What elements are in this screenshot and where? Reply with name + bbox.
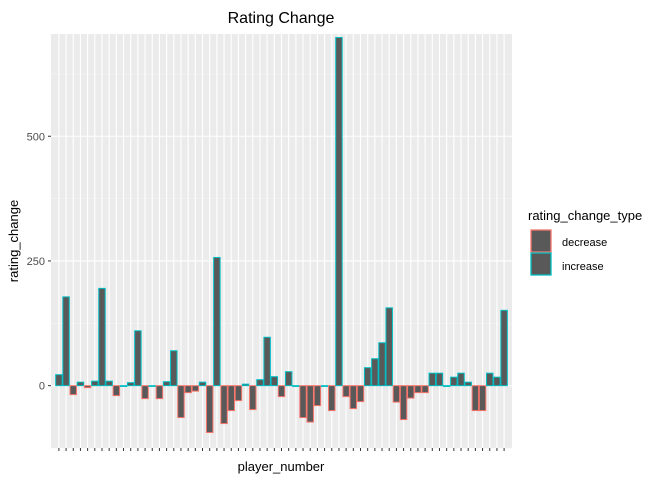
bar	[249, 385, 257, 411]
bar	[371, 358, 379, 387]
bar	[349, 385, 358, 410]
bar	[399, 385, 408, 421]
bar	[227, 385, 235, 412]
bar	[328, 385, 336, 412]
bar	[220, 385, 228, 425]
bar	[363, 367, 372, 387]
bar	[486, 372, 494, 387]
bar	[292, 385, 300, 387]
bar	[98, 287, 106, 387]
y-axis-label: rating_change	[6, 200, 21, 282]
axes: 0 250 500	[27, 131, 505, 451]
bar	[155, 385, 164, 400]
bar	[313, 385, 322, 407]
bar	[428, 372, 437, 387]
bar	[241, 383, 250, 387]
bar	[378, 342, 386, 387]
bar	[342, 385, 350, 398]
y-tick-label: 250	[27, 256, 45, 268]
bar	[126, 382, 135, 387]
bar	[306, 385, 314, 423]
bar	[177, 385, 185, 419]
legend-title: rating_change_type	[528, 208, 642, 223]
bar	[112, 385, 121, 397]
bar	[493, 376, 501, 387]
bar	[500, 309, 508, 387]
bar	[277, 385, 286, 398]
x-axis-label: player_number	[238, 459, 325, 474]
bar	[457, 372, 465, 387]
y-tick-label: 0	[39, 381, 45, 393]
bar	[134, 330, 142, 387]
bar	[263, 336, 271, 387]
bar	[205, 385, 214, 434]
chart-title: Rating Change	[228, 10, 335, 27]
bar	[442, 385, 451, 387]
legend-label-decrease: decrease	[562, 237, 607, 249]
bar	[284, 371, 293, 387]
legend-key-increase	[530, 252, 552, 276]
bars	[55, 36, 508, 434]
bar	[141, 385, 149, 400]
bar	[392, 385, 401, 403]
bar	[76, 381, 85, 387]
bar	[478, 385, 487, 412]
bar	[91, 380, 99, 387]
bar	[270, 376, 279, 387]
bar	[256, 379, 264, 387]
bar	[335, 36, 343, 387]
legend-label-increase: increase	[562, 261, 604, 273]
bar	[450, 376, 458, 387]
legend-key-decrease	[530, 229, 552, 253]
bar	[435, 372, 444, 387]
bar	[170, 350, 178, 387]
bar	[105, 380, 113, 387]
y-tick-label: 500	[27, 131, 45, 143]
bar	[69, 385, 77, 396]
bar	[148, 385, 156, 387]
bar	[191, 385, 200, 392]
bar	[234, 385, 243, 402]
legend: rating_change_type decrease increase	[528, 208, 642, 276]
bar	[471, 385, 480, 412]
bar	[213, 256, 221, 387]
grid-lines	[51, 34, 512, 449]
bar	[299, 385, 307, 419]
bar	[414, 385, 422, 394]
bar	[198, 381, 207, 387]
bar	[184, 385, 192, 394]
bar	[421, 385, 429, 394]
bar	[407, 385, 415, 399]
bar	[55, 374, 63, 387]
bar	[356, 385, 365, 403]
bar	[62, 296, 70, 387]
bar	[119, 385, 128, 387]
bar	[320, 385, 329, 387]
bar	[83, 385, 92, 389]
bar	[464, 381, 472, 387]
bar	[162, 381, 171, 387]
bar	[385, 307, 393, 387]
